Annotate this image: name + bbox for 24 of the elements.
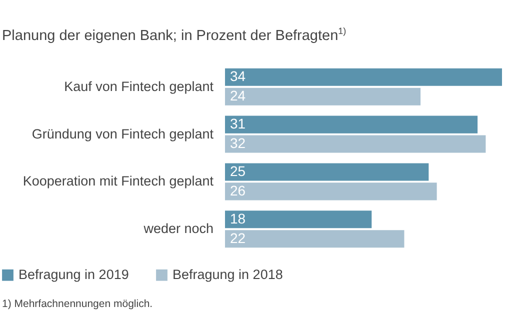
bar	[225, 182, 437, 200]
bar	[225, 88, 421, 106]
y-tick-label: Kooperation mit Fintech geplant	[22, 174, 214, 189]
bar	[225, 116, 478, 134]
bar	[225, 163, 429, 181]
bar	[225, 230, 404, 248]
bar	[225, 135, 486, 153]
data-label: 32	[230, 135, 246, 152]
y-tick-label: weder noch	[142, 221, 214, 236]
bar	[225, 68, 502, 86]
legend-label: Befragung in 2018	[172, 267, 283, 282]
y-tick-label: Kauf von Fintech geplant	[64, 78, 214, 94]
data-label: 22	[230, 230, 246, 246]
data-label: 31	[230, 116, 246, 132]
bar	[225, 210, 372, 228]
legend-label: Befragung in 2019	[18, 267, 129, 282]
chart-subtitle: Planung der eigenen Bank; in Prozent der Befragten$^{1)}$	[2, 26, 346, 44]
data-label: 18	[230, 210, 246, 226]
text: 1) Mehrfachnennungen möglich.	[2, 298, 153, 310]
y-tick-label: Gründung von Fintech geplant	[32, 126, 214, 142]
data-label: 34	[230, 68, 246, 84]
data-label: 24	[230, 88, 246, 104]
data-label: 26	[230, 182, 246, 198]
data-label: 25	[230, 162, 246, 179]
